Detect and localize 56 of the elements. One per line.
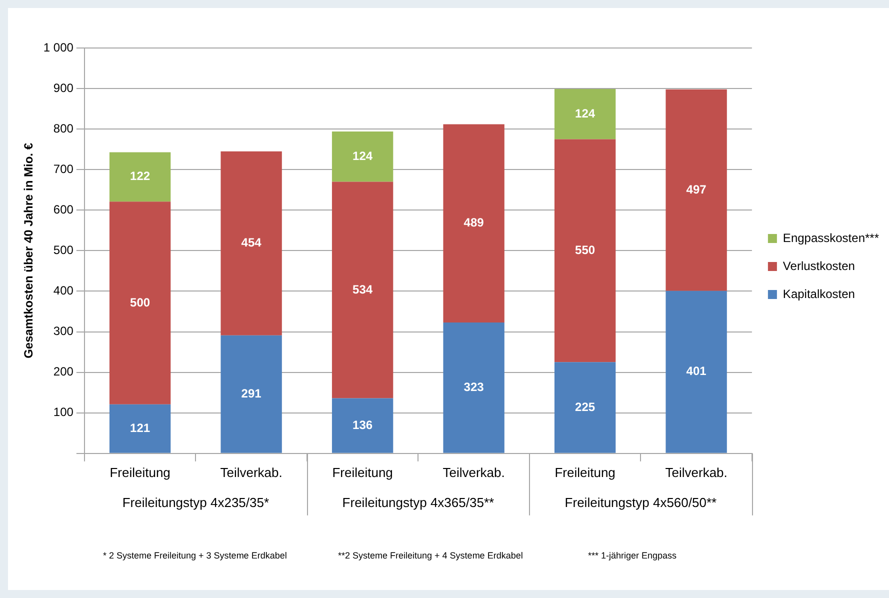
data-label: 323 <box>464 380 484 394</box>
bar <box>109 152 171 202</box>
data-label: 454 <box>241 236 262 250</box>
y-tick-label: 300 <box>53 324 74 338</box>
x-tick-label: Freileitung <box>332 464 393 480</box>
x-tick-label: Teilverkab. <box>220 464 282 480</box>
data-label: 291 <box>241 386 262 400</box>
text: Freileitungstyp 4x235/35* <box>122 494 270 510</box>
text: *** 1-jähriger Engpass <box>588 550 678 560</box>
x-tick-label: Teilverkab. <box>442 464 505 480</box>
y-tick-label: 900 <box>53 80 74 95</box>
y-tick-label: 400 <box>53 284 74 298</box>
text: Freileitungstyp 4x365/35** <box>342 494 494 510</box>
bar <box>109 404 171 453</box>
y-axis-title: Gesamtkosten über 40 Jahre in Mio. € <box>22 142 36 358</box>
legend-label: Kapitalkosten <box>782 286 855 301</box>
data-label: 534 <box>352 282 373 296</box>
data-label: 550 <box>575 243 596 258</box>
bar <box>443 124 504 322</box>
y-tick-label: 200 <box>53 364 74 379</box>
data-label: 500 <box>130 295 150 310</box>
x-tick-label: Freileitung <box>110 464 170 480</box>
bar <box>332 132 394 182</box>
data-label: 136 <box>352 418 373 432</box>
text: Freileitungstyp 4x560/50** <box>564 494 717 510</box>
text: **2 Systeme Freileitung + 4 Systeme Erdkabel <box>338 550 523 560</box>
bar <box>220 335 282 453</box>
bar <box>554 362 616 453</box>
legend-label: Verlustkosten <box>782 258 855 273</box>
bar <box>554 88 616 140</box>
bar <box>220 151 282 336</box>
data-label: 124 <box>352 148 373 163</box>
data-label: 121 <box>130 420 150 435</box>
bar <box>332 182 394 398</box>
bar <box>109 202 171 404</box>
data-label: 124 <box>575 106 596 120</box>
x-tick-label: Teilverkab. <box>665 464 728 480</box>
bar <box>554 139 616 362</box>
text: * 2 Systeme Freileitung + 3 Systeme Erdkabel <box>103 550 287 560</box>
data-label: 489 <box>464 216 484 230</box>
y-tick-label: 700 <box>53 162 74 176</box>
y-tick-label: 1 000 <box>43 40 74 54</box>
data-label: 497 <box>686 182 707 196</box>
data-label: 122 <box>130 169 150 184</box>
y-tick-label: 100 <box>53 405 74 420</box>
data-label: 401 <box>686 364 707 378</box>
bar <box>332 398 394 453</box>
x-tick-label: Freileitung <box>554 464 616 480</box>
bar <box>443 322 504 453</box>
data-label: 225 <box>575 400 596 414</box>
y-tick-label: 600 <box>53 202 74 216</box>
y-tick-label: 800 <box>53 121 74 136</box>
bar <box>666 290 727 453</box>
bar <box>666 89 727 291</box>
legend-label: Engpasskosten*** <box>782 230 880 245</box>
y-tick-label: 500 <box>53 243 74 258</box>
